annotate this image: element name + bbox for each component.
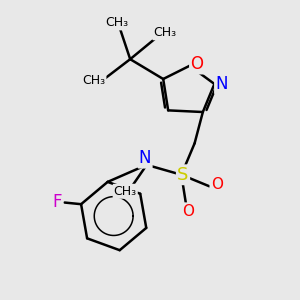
Text: CH₃: CH₃ — [114, 185, 137, 198]
Text: CH₃: CH₃ — [82, 74, 105, 87]
Text: S: S — [177, 166, 189, 184]
Text: O: O — [211, 177, 223, 192]
Text: N: N — [139, 149, 151, 167]
Text: N: N — [215, 75, 228, 93]
Text: F: F — [52, 193, 62, 211]
Text: CH₃: CH₃ — [105, 16, 128, 29]
Text: O: O — [182, 204, 194, 219]
Text: CH₃: CH₃ — [153, 26, 176, 39]
Text: O: O — [190, 55, 203, 73]
